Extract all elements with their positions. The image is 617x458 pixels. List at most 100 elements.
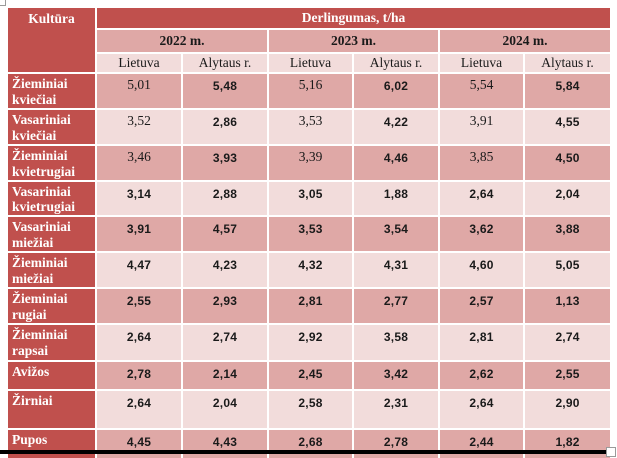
cell-value: 2,31 <box>352 388 440 430</box>
cell-value: 2,88 <box>181 179 269 218</box>
table-row: Žieminiai miežiai 4,47 4,23 4,32 4,31 4,60 5,0… <box>6 251 613 290</box>
cell-value: 1,88 <box>352 179 440 218</box>
row-label: Žieminiai rugiai <box>6 287 97 325</box>
cell-value: 3,39 <box>267 143 354 182</box>
table-move-handle[interactable] <box>0 0 6 6</box>
cell-value: 4,22 <box>352 107 440 146</box>
cell-value: 2,74 <box>522 322 613 362</box>
cell-value: 2,92 <box>267 322 354 362</box>
cell-value: 3,14 <box>95 179 183 218</box>
region-header-2: Lietuva <box>267 52 354 74</box>
cell-value: 4,60 <box>438 251 525 290</box>
cell-value: 2,64 <box>438 179 525 218</box>
cell-value: 3,52 <box>95 107 183 146</box>
row-label: Žieminiai rapsai <box>6 322 97 362</box>
cell-value: 3,54 <box>352 215 440 254</box>
cell-value: 2,86 <box>181 107 269 146</box>
cell-value: 4,55 <box>522 107 613 146</box>
cell-value: 4,46 <box>352 143 440 182</box>
cell-value: 3,88 <box>522 215 613 254</box>
cell-value: 3,91 <box>438 107 525 146</box>
table-row: Žieminiai rugiai 2,55 2,93 2,81 2,77 2,57 1,13 <box>6 287 613 325</box>
cell-value: 1,13 <box>522 287 613 325</box>
column-header-kultura: Kultūra <box>6 6 97 74</box>
region-header-0: Lietuva <box>95 52 183 74</box>
cell-value: 2,58 <box>267 388 354 430</box>
region-header-1: Alytaus r. <box>181 52 269 74</box>
row-label: Žieminiai kviečiai <box>6 72 97 110</box>
cell-value: 2,74 <box>181 322 269 362</box>
cell-value: 4,57 <box>181 215 269 254</box>
table-row: Žieminiai kviečiai 5,01 5,48 5,16 6,02 5,54 5,… <box>6 72 613 110</box>
cell-value: 3,91 <box>95 215 183 254</box>
cell-value: 2,14 <box>181 359 269 391</box>
cell-value: 2,81 <box>267 287 354 325</box>
year-header-2023: 2023 m. <box>267 28 440 54</box>
cell-value: 4,23 <box>181 251 269 290</box>
cell-value: 3,05 <box>267 179 354 218</box>
cell-value: 2,78 <box>95 359 183 391</box>
row-label: Žirniai <box>6 388 97 430</box>
cell-value: 2,45 <box>267 359 354 391</box>
region-header-5: Alytaus r. <box>522 52 613 74</box>
region-header-4: Lietuva <box>438 52 525 74</box>
cell-value: 4,31 <box>352 251 440 290</box>
row-label: Žieminiai kvietrugiai <box>6 143 97 182</box>
year-header-2022: 2022 m. <box>95 28 269 54</box>
cell-value: 3,85 <box>438 143 525 182</box>
table-body: Žieminiai kviečiai 5,01 5,48 5,16 6,02 5,54 5,… <box>6 72 613 458</box>
cell-value: 2,90 <box>522 388 613 430</box>
region-header-row: Lietuva Alytaus r. Lietuva Alytaus r. Lietuv… <box>7 52 613 74</box>
cell-value: 2,55 <box>95 287 183 325</box>
cell-value: 3,62 <box>438 215 525 254</box>
table-row: Žieminiai rapsai 2,64 2,74 2,92 3,58 2,81 2,74 <box>6 322 613 362</box>
cell-value: 2,57 <box>438 287 525 325</box>
table-row: Žirniai 2,64 2,04 2,58 2,31 2,64 2,90 <box>6 388 613 430</box>
cell-value: 2,62 <box>438 359 525 391</box>
cell-value: 2,04 <box>522 179 613 218</box>
cell-value: 3,53 <box>267 215 354 254</box>
row-label: Žieminiai miežiai <box>6 251 97 290</box>
cell-value: 2,93 <box>181 287 269 325</box>
cell-value: 5,84 <box>522 72 613 110</box>
cell-value: 2,04 <box>181 388 269 430</box>
cell-value: 5,54 <box>438 72 525 110</box>
row-label: Vasariniai miežiai <box>6 215 97 254</box>
year-header-2024: 2024 m. <box>437 28 613 54</box>
cell-value: 4,47 <box>95 251 183 290</box>
bottom-border-rule <box>0 450 608 454</box>
cell-value: 2,55 <box>522 359 613 391</box>
cell-value: 2,81 <box>438 322 525 362</box>
cell-value: 6,02 <box>352 72 440 110</box>
cell-value: 3,42 <box>352 359 440 391</box>
cell-value: 2,64 <box>95 388 183 430</box>
cell-value: 3,58 <box>352 322 440 362</box>
yield-table: Kultūra Derlingumas, t/ha 2022 m. 2023 m.… <box>6 6 613 458</box>
cell-value: 2,77 <box>352 287 440 325</box>
table-row: Avižos 2,78 2,14 2,45 3,42 2,62 2,55 <box>6 359 613 391</box>
region-header-3: Alytaus r. <box>352 52 440 74</box>
row-label: Vasariniai kvietrugiai <box>6 179 97 218</box>
table-title-derlingumas: Derlingumas, t/ha <box>94 6 613 30</box>
cell-value: 3,93 <box>181 143 269 182</box>
table-row: Vasariniai kviečiai 3,52 2,86 3,53 4,22 3,91 4… <box>6 107 613 146</box>
table-row: Vasariniai miežiai 3,91 4,57 3,53 3,54 3,62 3,… <box>6 215 613 254</box>
year-header-row: 2022 m. 2023 m. 2024 m. <box>7 28 613 54</box>
cell-value: 5,01 <box>95 72 183 110</box>
table-row: Žieminiai kvietrugiai 3,46 3,93 3,39 4,46 3,8… <box>6 143 613 182</box>
cell-value: 5,05 <box>522 251 613 290</box>
cell-value: 3,53 <box>267 107 354 146</box>
table-header: Kultūra Derlingumas, t/ha 2022 m. 2023 m.… <box>6 6 613 74</box>
row-label: Vasariniai kviečiai <box>6 107 97 146</box>
table-resize-handle[interactable] <box>606 447 616 457</box>
cell-value: 4,32 <box>267 251 354 290</box>
cell-value: 5,48 <box>181 72 269 110</box>
cell-value: 2,64 <box>95 322 183 362</box>
row-label: Avižos <box>6 359 97 391</box>
cell-value: 4,50 <box>522 143 613 182</box>
table-row: Vasariniai kvietrugiai 3,14 2,88 3,05 1,88 2,… <box>6 179 613 218</box>
cell-value: 2,64 <box>438 388 525 430</box>
cell-value: 5,16 <box>267 72 354 110</box>
cell-value: 3,46 <box>95 143 183 182</box>
